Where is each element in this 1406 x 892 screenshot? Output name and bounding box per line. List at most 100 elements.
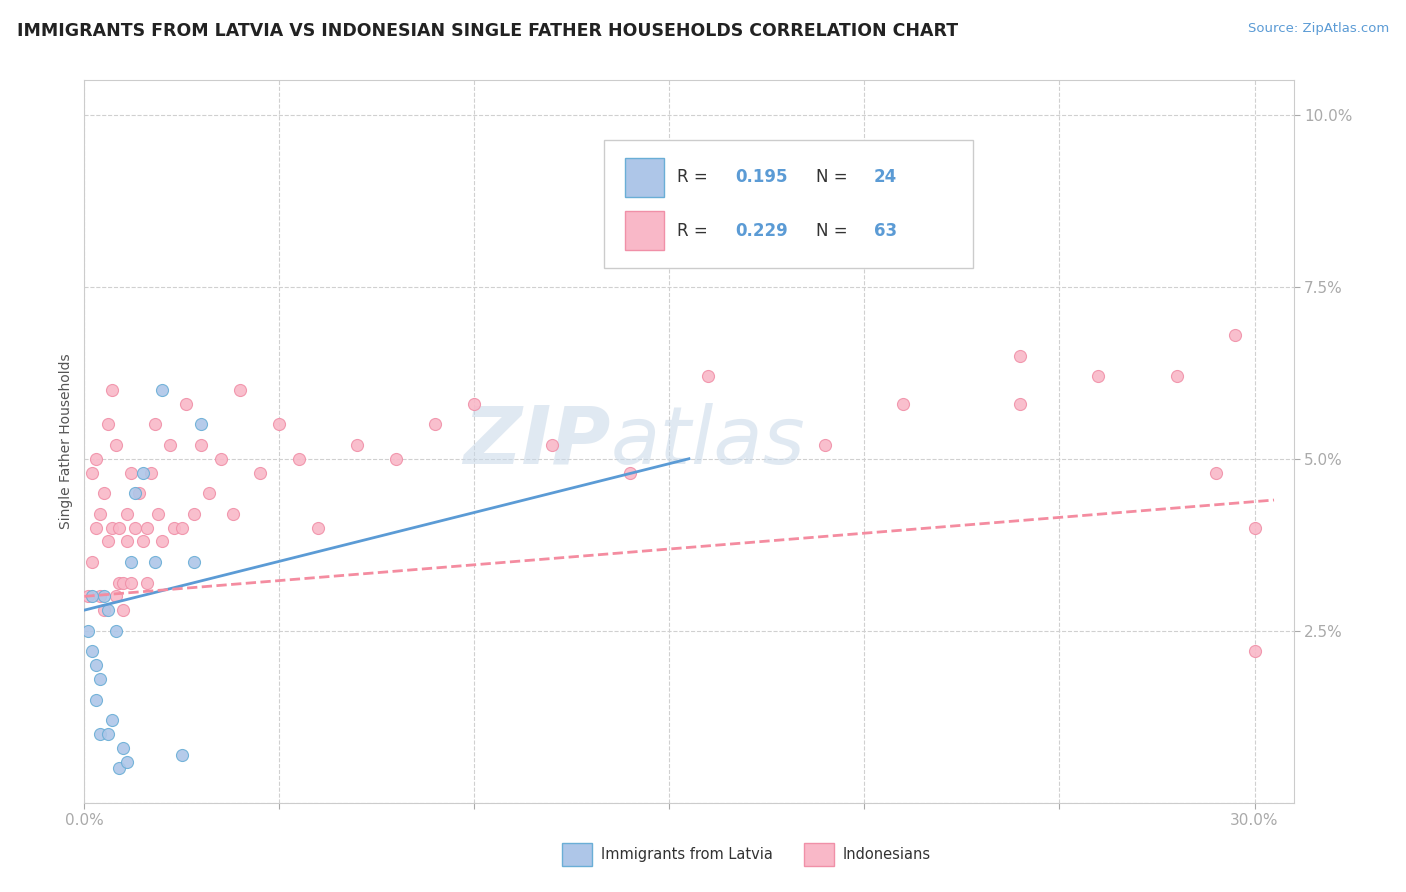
Text: N =: N = <box>815 221 853 240</box>
Point <box>97 727 120 741</box>
Point <box>117 755 139 769</box>
Point <box>135 520 157 534</box>
FancyBboxPatch shape <box>562 843 592 865</box>
Point <box>143 417 166 432</box>
Point <box>93 603 115 617</box>
Point <box>108 575 131 590</box>
Point <box>174 397 197 411</box>
Point <box>541 438 564 452</box>
Point <box>84 520 107 534</box>
Point <box>117 507 139 521</box>
Point <box>170 520 193 534</box>
Point <box>269 417 291 432</box>
Point <box>84 658 107 673</box>
Point <box>112 575 135 590</box>
Text: 63: 63 <box>875 221 897 240</box>
Point <box>82 466 104 480</box>
Text: Indonesians: Indonesians <box>842 847 931 862</box>
Point <box>170 747 193 762</box>
Point <box>638 211 661 225</box>
Point <box>132 534 155 549</box>
Text: atlas: atlas <box>610 402 806 481</box>
Point <box>1205 466 1227 480</box>
Point <box>139 466 162 480</box>
Text: ZIP: ZIP <box>463 402 610 481</box>
FancyBboxPatch shape <box>624 158 664 196</box>
Point <box>1010 349 1032 363</box>
Text: 0.195: 0.195 <box>735 168 787 186</box>
Point <box>82 555 104 569</box>
Point <box>288 451 311 466</box>
Point <box>97 534 120 549</box>
Point <box>100 713 122 727</box>
Point <box>1010 397 1032 411</box>
Point <box>132 466 155 480</box>
Text: R =: R = <box>676 168 713 186</box>
Point <box>97 417 120 432</box>
Point <box>89 672 111 686</box>
Point <box>249 466 271 480</box>
Point <box>104 590 127 604</box>
Y-axis label: Single Father Households: Single Father Households <box>59 354 73 529</box>
Point <box>346 438 368 452</box>
Point <box>124 520 146 534</box>
Point <box>150 383 173 397</box>
Point <box>229 383 252 397</box>
FancyBboxPatch shape <box>804 843 834 865</box>
Point <box>463 397 485 411</box>
Point <box>100 520 122 534</box>
FancyBboxPatch shape <box>624 211 664 250</box>
Point <box>183 555 205 569</box>
Point <box>190 438 212 452</box>
Point <box>112 740 135 755</box>
Point <box>120 555 142 569</box>
Point <box>183 507 205 521</box>
Point <box>120 466 142 480</box>
Text: 0.229: 0.229 <box>735 221 787 240</box>
Point <box>104 624 127 638</box>
Point <box>190 417 212 432</box>
Point <box>124 486 146 500</box>
Point <box>1166 369 1188 384</box>
Point <box>100 383 122 397</box>
Point <box>84 451 107 466</box>
Text: IMMIGRANTS FROM LATVIA VS INDONESIAN SINGLE FATHER HOUSEHOLDS CORRELATION CHART: IMMIGRANTS FROM LATVIA VS INDONESIAN SIN… <box>17 22 957 40</box>
Point <box>150 534 173 549</box>
Point <box>108 520 131 534</box>
Point <box>198 486 221 500</box>
Point <box>221 507 243 521</box>
Text: Source: ZipAtlas.com: Source: ZipAtlas.com <box>1249 22 1389 36</box>
Point <box>385 451 408 466</box>
Text: Immigrants from Latvia: Immigrants from Latvia <box>600 847 772 862</box>
Point <box>697 369 720 384</box>
Point <box>120 575 142 590</box>
Point <box>814 438 837 452</box>
Point <box>1243 520 1265 534</box>
Point <box>143 555 166 569</box>
Point <box>89 727 111 741</box>
Point <box>135 575 157 590</box>
Point <box>163 520 186 534</box>
Point <box>82 644 104 658</box>
Point <box>128 486 150 500</box>
Point <box>97 603 120 617</box>
Point <box>1243 644 1265 658</box>
Point <box>108 761 131 775</box>
Point <box>209 451 232 466</box>
Point <box>148 507 170 521</box>
Point <box>93 590 115 604</box>
Point <box>117 534 139 549</box>
Point <box>77 590 100 604</box>
Point <box>159 438 181 452</box>
Point <box>1087 369 1109 384</box>
Point <box>93 486 115 500</box>
FancyBboxPatch shape <box>605 139 973 268</box>
Point <box>1223 327 1246 342</box>
Point <box>89 507 111 521</box>
Point <box>307 520 329 534</box>
Text: R =: R = <box>676 221 713 240</box>
Point <box>104 438 127 452</box>
Point <box>893 397 915 411</box>
Point <box>425 417 447 432</box>
Text: N =: N = <box>815 168 853 186</box>
